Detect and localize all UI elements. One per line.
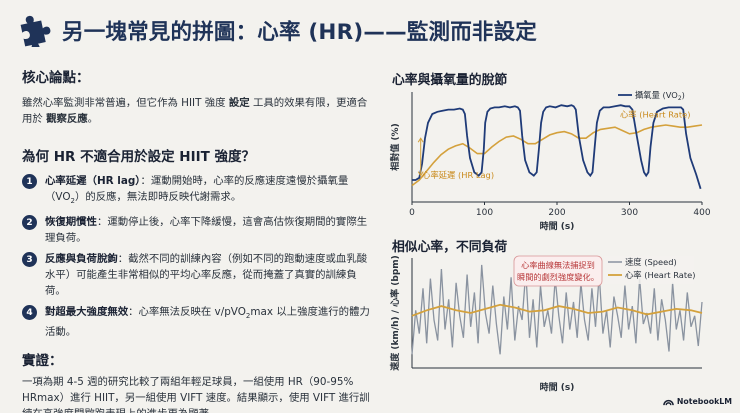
chart1-lag-arrowhead-top bbox=[417, 137, 424, 143]
chart1-x-tick-label: 400 bbox=[693, 208, 710, 218]
chart1-x-tick-label: 0 bbox=[409, 208, 415, 218]
chart1-hr-inline-label: 心率 (Heart Rate) bbox=[620, 109, 690, 119]
notebooklm-icon bbox=[663, 399, 674, 406]
chart1-lag-annotation: 心率延遲 (HR Lag) bbox=[422, 170, 494, 180]
core-bold-1: 設定 bbox=[228, 97, 250, 109]
chart1-x-tick-label: 100 bbox=[476, 208, 493, 218]
core-heading: 核心論點： bbox=[22, 70, 90, 86]
chart2-callout-line-2: 瞬間的劇烈強度變化。 bbox=[517, 272, 599, 282]
chart1-legend-vo2-label: 攝氧量 (VO2) bbox=[635, 90, 685, 102]
reason-item: 1 心率延遲（HR lag）：運動開始時，心率的反應速度遠慢於攝氧量（VO2）的反… bbox=[22, 173, 370, 209]
chart1-x-tick-label: 200 bbox=[548, 208, 565, 218]
core-paragraph: 雖然心率監測非常普遍，但它作為 HIIT 強度 設定 工具的效果有限，更適合用於… bbox=[22, 95, 370, 127]
title-row: 另一塊常見的拼圖：心率 (HR)——監測而非設定 bbox=[18, 10, 537, 50]
reason-number-badge: 4 bbox=[22, 305, 37, 321]
chart1-lag-arrowhead-bottom bbox=[417, 171, 424, 177]
chart2-x-label: 時間 (s) bbox=[540, 381, 575, 393]
reason-number-badge: 3 bbox=[22, 252, 37, 268]
reason-item: 2 恢復期慣性：運動停止後，心率下降緩慢，這會高估恢復期間的實際生理負荷。 bbox=[22, 214, 370, 246]
chart2-legend-speed-label: 速度 (Speed) bbox=[625, 257, 677, 267]
chart2-legend-hr-label: 心率 (Heart Rate) bbox=[625, 270, 695, 280]
chart2-callout-line-1: 心率曲線無法捕捉到 bbox=[521, 260, 595, 270]
chart1-title: 心率與攝氧量的脫節 bbox=[392, 73, 508, 88]
reason-text: 反應與負荷脫鉤：截然不同的訓練內容（例如不同的跑動速度或血乳酸水平）可能產生非常… bbox=[45, 253, 368, 298]
reason-list: 1 心率延遲（HR lag）：運動開始時，心率的反應速度遠慢於攝氧量（VO2）的反… bbox=[22, 173, 370, 340]
core-text-2: 工具的效果有限，更適合用於 bbox=[22, 97, 368, 125]
chart2-callout-box bbox=[513, 255, 603, 287]
reason-number-badge: 1 bbox=[22, 174, 37, 189]
chart2-y-label: 速度 (km/h) / 心率 (bpm) bbox=[389, 255, 401, 371]
puzzle-piece-icon bbox=[20, 15, 51, 47]
evidence-text: 一項為期 4-5 週的研究比較了兩組年輕足球員，一組使用 HR（90-95% H… bbox=[22, 376, 370, 413]
reason-title: 心率延遲（HR lag） bbox=[45, 175, 141, 187]
chart2-title: 相似心率，不同負荷 bbox=[392, 240, 508, 255]
chart2-legend-bg bbox=[604, 256, 694, 284]
page-title: 另一塊常見的拼圖：心率 (HR)——監測而非設定 bbox=[62, 19, 537, 45]
reason-title: 對超最大強度無效 bbox=[45, 306, 129, 319]
core-text-3: 。 bbox=[87, 113, 99, 125]
chart2-hr-line bbox=[411, 303, 703, 317]
brand-name: NotebookLM bbox=[676, 397, 732, 406]
chart2-speed-hr: 時間 (s) 速度 (km/h) / 心率 (bpm) 速度 (Speed) 心率 (… bbox=[389, 255, 703, 393]
left-column: 核心論點： 雖然心率監測非常普遍，但它作為 HIIT 強度 設定 工具的效果有限… bbox=[22, 66, 370, 413]
reason-number-badge: 2 bbox=[22, 215, 37, 231]
reason-item: 3 反應與負荷脫鉤：截然不同的訓練內容（例如不同的跑動速度或血乳酸水平）可能產生非… bbox=[22, 251, 370, 299]
chart2-speed-line bbox=[411, 264, 703, 355]
chart1-x-tick-label: 300 bbox=[621, 208, 638, 218]
reason-title: 反應與負荷脫鉤 bbox=[45, 253, 118, 266]
reason-text: 恢復期慣性：運動停止後，心率下降緩慢，這會高估恢復期間的實際生理負荷。 bbox=[45, 216, 368, 245]
why-heading: 為何 HR 不適合用於設定 HIIT 強度？ bbox=[22, 149, 256, 165]
core-bold-2: 觀察反應 bbox=[46, 113, 88, 125]
chart1-x-label: 時間 (s) bbox=[540, 220, 575, 232]
brand-logo: NotebookLM bbox=[663, 396, 732, 407]
chart1-y-label: 相對值 (%) bbox=[389, 123, 401, 170]
reason-text: 心率延遲（HR lag）：運動開始時，心率的反應速度遠慢於攝氧量（VO2）的反應… bbox=[45, 175, 349, 206]
chart1-vo2-line bbox=[412, 104, 702, 190]
core-text-1: 雖然心率監測非常普遍，但它作為 HIIT 強度 bbox=[22, 97, 226, 109]
reason-text: 對超最大強度無效：心率無法反映在 v/pVO2max 以上強度進行的體力活動。 bbox=[45, 306, 370, 339]
evidence-heading: 實證： bbox=[22, 353, 63, 370]
reason-title: 恢復期慣性 bbox=[45, 216, 97, 229]
reason-item: 4 對超最大強度無效：心率無法反映在 v/pVO2max 以上強度進行的體力活動。 bbox=[22, 304, 370, 340]
chart1-vo2-hr: 0 100 200 300 400 時間 (s) 相對值 (%) 心率延遲 (HR Lag) 攝… bbox=[389, 90, 711, 232]
